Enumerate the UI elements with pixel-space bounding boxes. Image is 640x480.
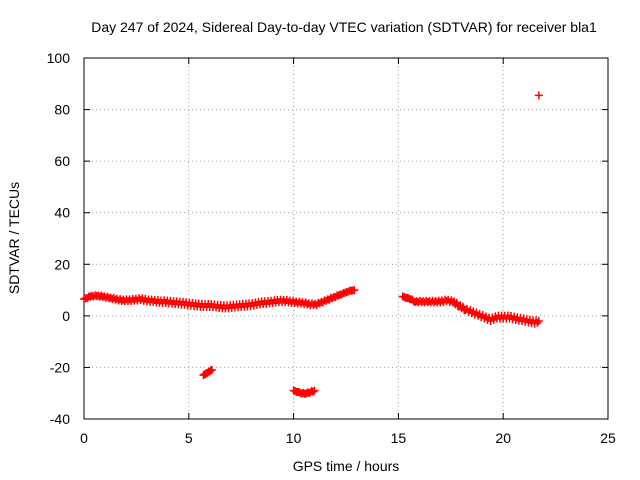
x-tick-label: 0 [80, 430, 88, 446]
y-tick-label: 100 [47, 50, 71, 66]
x-tick-label: 10 [286, 430, 302, 446]
data-point [350, 286, 359, 295]
plot-frame [83, 57, 609, 420]
tick-layer: 0 5 10 15 20 25 -40 -20 0 20 40 60 80 100 [47, 50, 616, 446]
y-tick-label: 60 [54, 153, 70, 169]
data-point [309, 387, 318, 396]
data-point [207, 366, 216, 375]
grid-layer [84, 58, 608, 419]
x-tick-label: 20 [495, 430, 511, 446]
x-axis-title: GPS time / hours [293, 458, 400, 474]
data-layer [80, 91, 543, 398]
data-point [534, 317, 543, 326]
y-tick-label: 80 [54, 102, 70, 118]
y-axis-title: SDTVAR / TECUs [6, 182, 22, 294]
y-tick-label: -20 [50, 359, 70, 375]
y-tick-label: 20 [54, 256, 70, 272]
y-tick-label: 0 [62, 308, 70, 324]
data-point [533, 318, 542, 327]
x-tick-label: 15 [391, 430, 407, 446]
x-tick-label: 5 [185, 430, 193, 446]
y-tick-label: -40 [50, 411, 70, 427]
data-point [534, 91, 543, 100]
data-point [310, 386, 319, 395]
y-tick-label: 40 [54, 205, 70, 221]
chart-title: Day 247 of 2024, Sidereal Day-to-day VTE… [91, 19, 597, 35]
x-tick-label: 25 [600, 430, 616, 446]
